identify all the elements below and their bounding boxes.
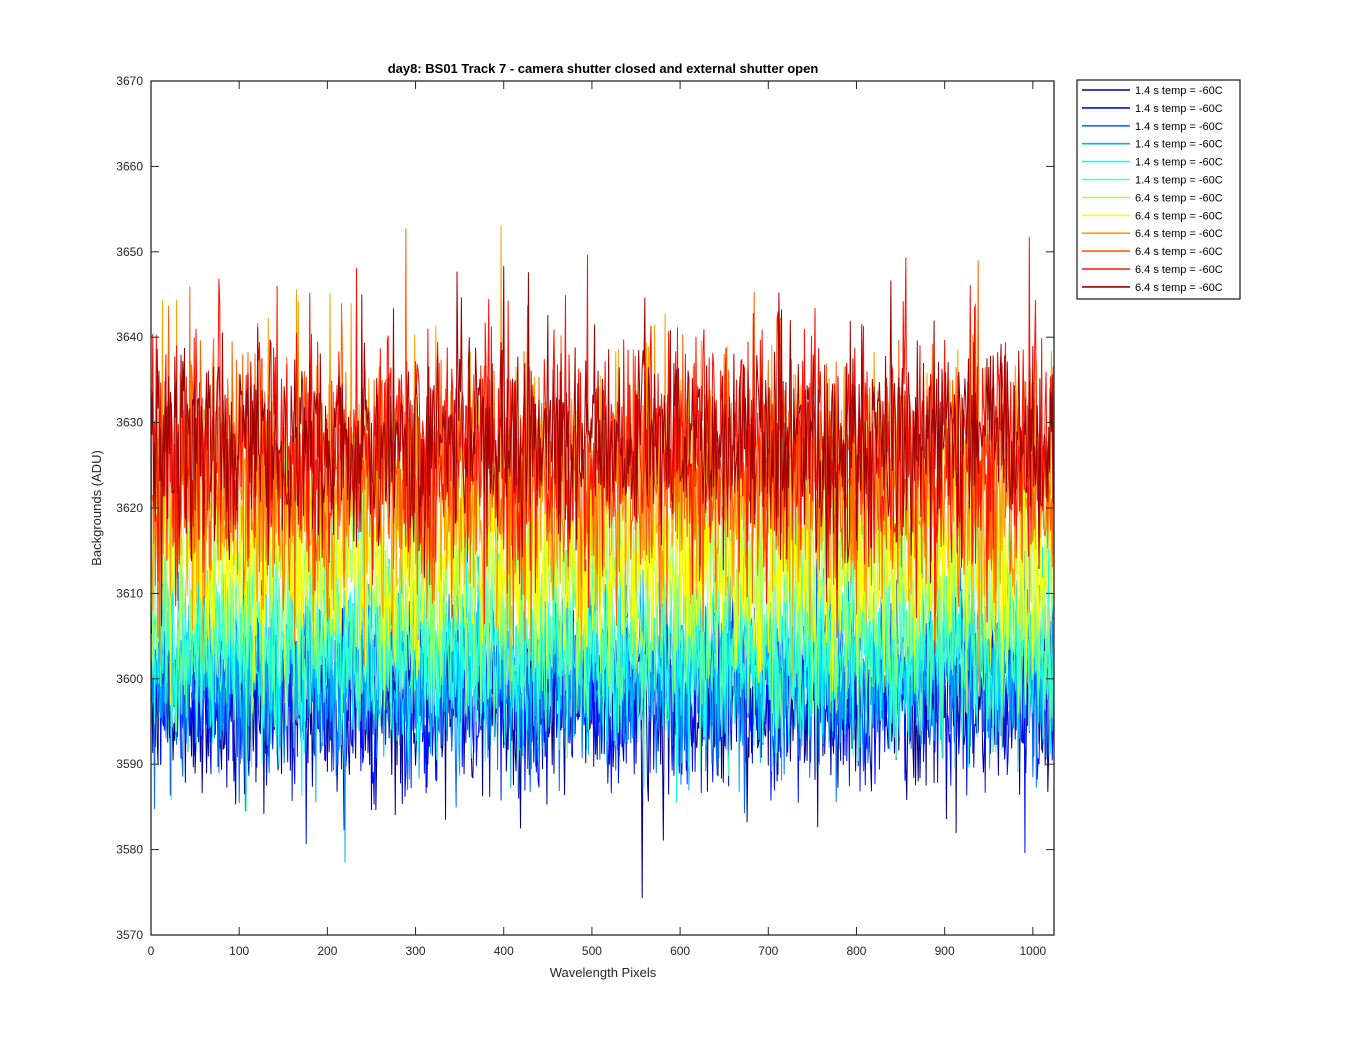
y-tick-label: 3630 <box>116 416 143 430</box>
legend-entry: 1.4 s temp = -60C <box>1135 157 1223 169</box>
y-tick-label: 3640 <box>116 330 143 344</box>
y-tick-label: 3660 <box>116 159 143 173</box>
legend-entry: 1.4 s temp = -60C <box>1135 85 1223 97</box>
y-tick-label: 3590 <box>116 757 143 771</box>
x-tick-label: 300 <box>406 944 426 958</box>
legend-entry: 1.4 s temp = -60C <box>1135 175 1223 187</box>
x-tick-label: 400 <box>494 944 514 958</box>
y-tick-label: 3610 <box>116 586 143 600</box>
x-tick-label: 100 <box>229 944 249 958</box>
legend-entry: 6.4 s temp = -60C <box>1135 264 1223 276</box>
x-axis-label: Wavelength Pixels <box>550 965 657 980</box>
legend-entry: 6.4 s temp = -60C <box>1135 228 1223 240</box>
legend-entry: 1.4 s temp = -60C <box>1135 103 1223 115</box>
legend-box <box>1076 79 1241 300</box>
x-tick-label: 800 <box>846 944 866 958</box>
legend: 1.4 s temp = -60C 1.4 s temp = -60C 1.4 s … <box>1076 79 1241 300</box>
y-axis: 3570 3580 3590 3600 3610 3620 3630 3640 3650 3660… <box>116 74 1054 942</box>
y-tick-label: 3650 <box>116 245 143 259</box>
legend-entry: 6.4 s temp = -60C <box>1135 282 1223 294</box>
x-tick-label: 700 <box>758 944 778 958</box>
x-tick-label: 600 <box>670 944 690 958</box>
series-line-11 <box>150 236 1055 654</box>
x-tick-label: 0 <box>148 944 155 958</box>
x-tick-label: 900 <box>935 944 955 958</box>
y-tick-label: 3600 <box>116 672 143 686</box>
y-tick-label: 3670 <box>116 74 143 88</box>
y-tick-label: 3620 <box>116 501 143 515</box>
plot-area <box>150 80 1055 936</box>
legend-entry: 6.4 s temp = -60C <box>1135 210 1223 222</box>
legend-entry: 6.4 s temp = -60C <box>1135 246 1223 258</box>
x-tick-label: 1000 <box>1019 944 1046 958</box>
series-line-12 <box>150 265 1055 627</box>
x-tick-label: 200 <box>317 944 337 958</box>
chart-title: day8: BS01 Track 7 - camera shutter clos… <box>388 61 819 76</box>
y-tick-label: 3570 <box>116 928 143 942</box>
x-tick-label: 500 <box>582 944 602 958</box>
legend-items: 1.4 s temp = -60C 1.4 s temp = -60C 1.4 s … <box>1082 85 1223 294</box>
x-axis: 0 100 200 300 400 500 600 700 800 900 1000 <box>148 81 1047 958</box>
y-tick-label: 3580 <box>116 843 143 857</box>
y-axis-label: Backgrounds (ADU) <box>89 450 104 566</box>
series-layer <box>150 225 1055 899</box>
legend-entry: 1.4 s temp = -60C <box>1135 121 1223 133</box>
legend-entry: 6.4 s temp = -60C <box>1135 192 1223 204</box>
legend-entry: 1.4 s temp = -60C <box>1135 139 1223 151</box>
